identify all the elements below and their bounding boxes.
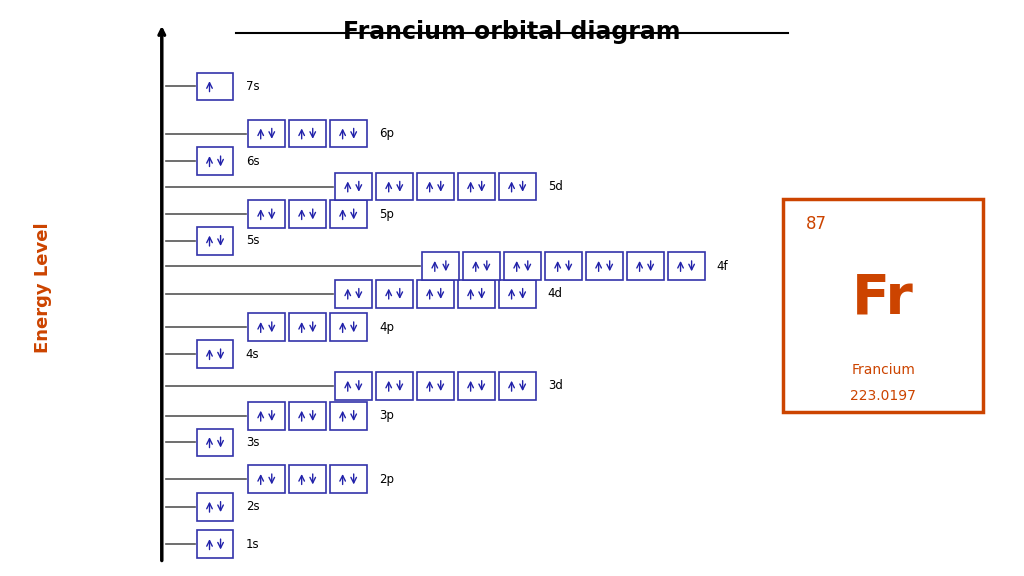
Bar [783,199,983,412]
Bar [335,372,372,400]
Text: 6p: 6p [379,127,394,140]
Text: 3d: 3d [548,380,563,392]
Bar [627,252,664,280]
Bar [499,280,536,308]
Bar [335,173,372,200]
Text: Francium: Francium [851,363,915,377]
Text: 6s: 6s [246,155,259,168]
Bar [504,252,541,280]
Text: 4f: 4f [717,260,728,272]
Bar [289,313,326,341]
Text: 4p: 4p [379,321,394,334]
Bar [197,340,233,368]
Bar [376,280,413,308]
Text: 87: 87 [806,215,827,233]
Bar [330,402,367,430]
Bar [422,252,459,280]
Bar [330,120,367,147]
Bar [417,280,454,308]
Bar [197,429,233,456]
Bar [197,147,233,175]
Bar [417,372,454,400]
Bar [330,465,367,493]
Bar [376,173,413,200]
Bar [330,200,367,228]
Bar [248,313,285,341]
Text: 5s: 5s [246,234,259,247]
Bar [586,252,623,280]
Bar [248,465,285,493]
Bar [248,402,285,430]
Text: 5d: 5d [548,180,563,193]
Bar [248,120,285,147]
Text: 2p: 2p [379,473,394,486]
Bar [330,313,367,341]
Bar [499,173,536,200]
Text: 223.0197: 223.0197 [850,389,916,403]
Text: 3p: 3p [379,410,394,422]
Bar [417,173,454,200]
Bar [289,402,326,430]
Text: 3s: 3s [246,436,259,449]
Bar [458,173,495,200]
Text: 1s: 1s [246,538,259,551]
Text: 4d: 4d [548,287,563,300]
Bar [289,465,326,493]
Text: 4s: 4s [246,348,259,361]
Text: 7s: 7s [246,80,259,93]
Bar [197,493,233,521]
Bar [499,372,536,400]
Bar [289,120,326,147]
Text: Francium orbital diagram: Francium orbital diagram [343,20,681,44]
Bar [197,530,233,558]
Bar [376,372,413,400]
Bar [458,372,495,400]
Text: 5p: 5p [379,208,394,221]
Bar [197,227,233,255]
Text: Energy Level: Energy Level [34,223,52,353]
Text: Fr: Fr [852,272,914,326]
Bar [463,252,500,280]
Bar [197,73,233,100]
Bar [458,280,495,308]
Bar [335,280,372,308]
Bar [668,252,705,280]
Text: 2s: 2s [246,501,259,513]
Bar [545,252,582,280]
Bar [289,200,326,228]
Bar [248,200,285,228]
